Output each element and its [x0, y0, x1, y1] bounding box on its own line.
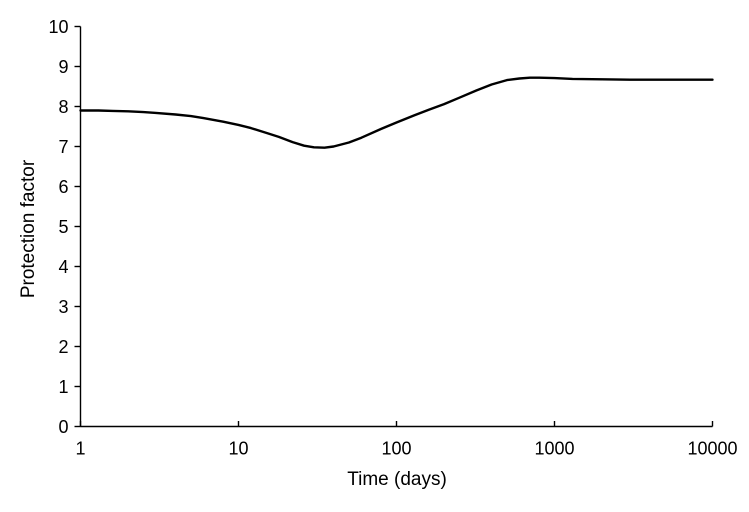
- x-tick-label: 100: [381, 439, 411, 459]
- y-tick-label: 7: [58, 137, 68, 157]
- series-line: [79, 76, 714, 149]
- y-tick-label: 10: [48, 17, 68, 37]
- y-tick-label: 0: [58, 417, 68, 437]
- y-axis-title: Protection factor: [18, 159, 39, 299]
- x-tick-label: 1000: [534, 439, 574, 459]
- y-tick-label: 1: [58, 377, 68, 397]
- y-tick-label: 8: [58, 97, 68, 117]
- y-tick-label: 9: [58, 57, 68, 77]
- x-axis-title: Time (days): [347, 469, 447, 490]
- y-tick-label: 6: [58, 177, 68, 197]
- y-tick-label: 4: [58, 257, 68, 277]
- x-tick-label: 1: [75, 439, 85, 459]
- y-tick-label: 2: [58, 337, 68, 357]
- x-tick-label: 10: [228, 439, 248, 459]
- x-tick-label: 10000: [687, 439, 737, 459]
- y-tick-label: 5: [58, 217, 68, 237]
- y-tick-label: 3: [58, 297, 68, 317]
